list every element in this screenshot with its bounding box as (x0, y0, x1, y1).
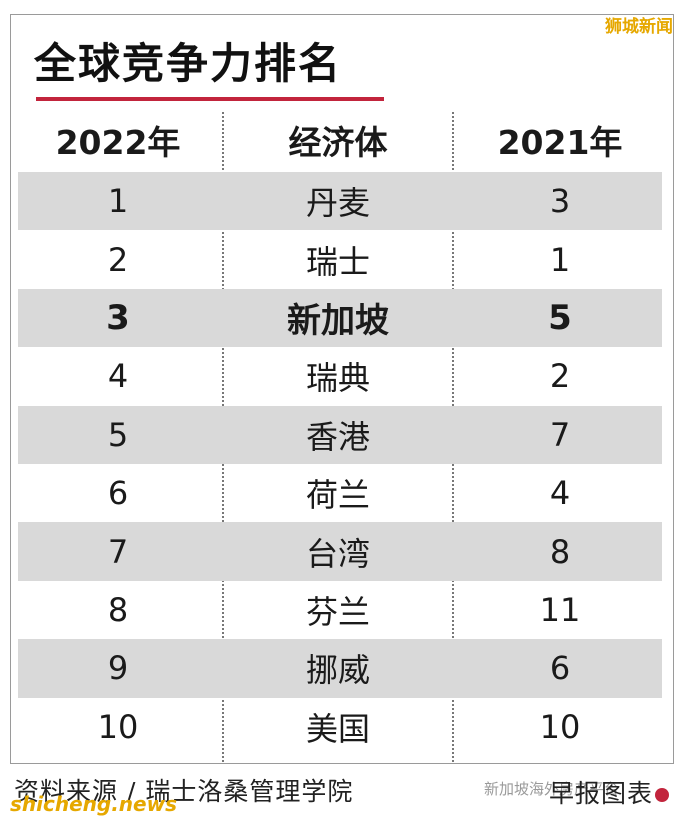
table-row: 8 芬兰 11 (18, 581, 662, 639)
rank-2022: 6 (107, 474, 129, 513)
rank-2021: 10 (539, 707, 581, 746)
table-row: 10 美国 10 (18, 698, 662, 756)
header-economy: 经济体 (288, 123, 388, 162)
credit-text: 早报图表 (548, 779, 653, 808)
rank-2022: 10 (97, 707, 139, 746)
rank-2021: 8 (549, 532, 571, 571)
rank-2021: 7 (549, 415, 571, 454)
table-header: 2022年 经济体 2021年 (18, 110, 662, 170)
watermark-bottom-left: shicheng.news (10, 792, 177, 816)
watermark-top: 狮城新闻 (605, 17, 673, 37)
economy-name: 瑞典 (305, 359, 370, 398)
table-frame (10, 14, 674, 764)
credit-dot-icon (655, 788, 669, 802)
table-row: 7 台湾 8 (18, 522, 662, 581)
table-body: 1 丹麦 3 2 瑞士 1 3 新加坡 5 4 瑞典 2 5 香港 7 6 荷兰… (18, 172, 662, 756)
watermark-bottom-mid: 新加坡海外房产平台 (484, 780, 620, 798)
rank-2021: 2 (549, 357, 571, 396)
table-row: 4 瑞典 2 (18, 347, 662, 405)
table-row-highlight: 3 新加坡 5 (18, 288, 662, 348)
economy-name: 美国 (305, 709, 370, 748)
economy-name: 新加坡 (287, 301, 389, 342)
rank-2022: 3 (106, 297, 130, 338)
table-row: 9 挪威 6 (18, 639, 662, 698)
economy-name: 挪威 (305, 651, 370, 690)
page-title: 全球竞争力排名 (34, 39, 343, 88)
rank-2022: 9 (107, 649, 129, 688)
header-2021: 2021年 (497, 123, 623, 162)
rank-2022: 2 (107, 240, 129, 279)
rank-2021: 3 (549, 182, 571, 221)
rank-2021: 5 (548, 297, 572, 338)
table-row: 1 丹麦 3 (18, 172, 662, 231)
rank-2022: 1 (107, 182, 129, 221)
rank-2022: 5 (107, 415, 129, 454)
economy-name: 芬兰 (305, 592, 370, 631)
rank-2022: 8 (107, 590, 129, 629)
rank-2022: 7 (107, 532, 129, 571)
table-row: 6 荷兰 4 (18, 464, 662, 522)
economy-name: 台湾 (305, 534, 370, 573)
credit-label: 早报图表 (549, 774, 669, 810)
rank-2021: 11 (539, 590, 581, 629)
economy-name: 香港 (305, 417, 370, 456)
economy-name: 丹麦 (305, 184, 370, 223)
table-row: 2 瑞士 1 (18, 230, 662, 288)
header-2022: 2022年 (55, 123, 181, 162)
rank-2021: 6 (549, 649, 571, 688)
economy-name: 瑞士 (305, 242, 370, 281)
economy-name: 荷兰 (305, 476, 370, 515)
rank-2021: 4 (549, 474, 571, 513)
source-note: 资料来源 / 瑞士洛桑管理学院 (14, 777, 354, 806)
table-row: 5 香港 7 (18, 405, 662, 464)
rank-2021: 1 (549, 240, 571, 279)
title-underline (36, 97, 384, 101)
rank-2022: 4 (107, 357, 129, 396)
